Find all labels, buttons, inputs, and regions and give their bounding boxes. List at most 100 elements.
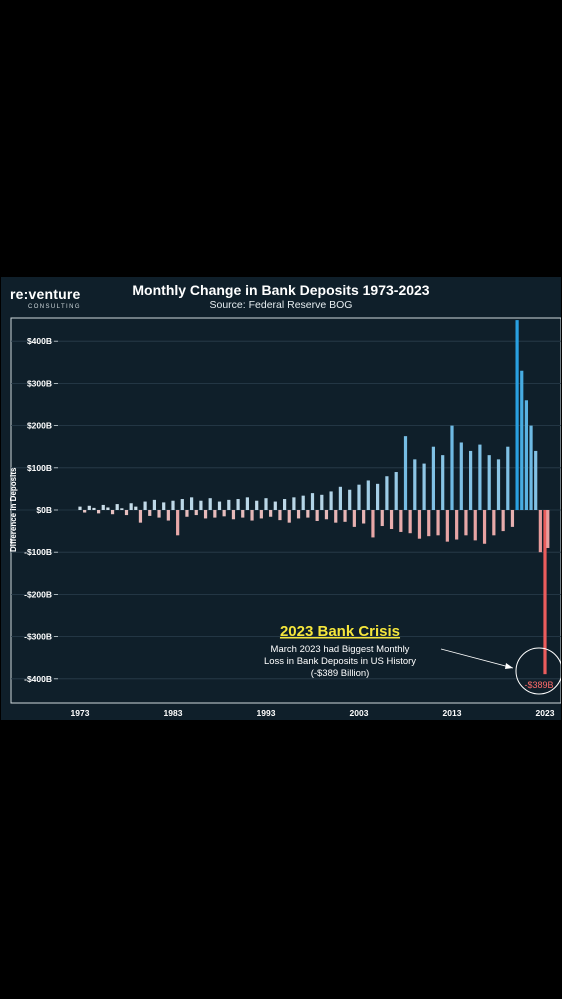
bar <box>250 510 254 521</box>
bar <box>329 491 333 510</box>
x-tick-label: 1973 <box>71 708 90 718</box>
bar <box>97 510 101 514</box>
x-tick-label: 2003 <box>350 708 369 718</box>
bars <box>78 320 550 675</box>
bar <box>334 510 338 523</box>
chart-card: re:venture CONSULTING Monthly Change in … <box>1 277 561 720</box>
y-tick-label: $0B <box>36 505 52 515</box>
y-tick-label: $400B <box>27 336 52 346</box>
bar <box>227 499 231 510</box>
bar <box>278 510 282 521</box>
bar <box>492 510 496 536</box>
bar <box>478 444 482 510</box>
bar <box>422 463 426 510</box>
bar <box>501 510 505 532</box>
bar <box>166 510 170 521</box>
bar <box>529 425 533 510</box>
chart-subtitle: Source: Federal Reserve BOG <box>209 299 353 311</box>
bar <box>487 455 491 510</box>
bar <box>269 510 273 517</box>
bar <box>296 510 301 519</box>
bar <box>124 510 129 516</box>
bar <box>236 499 240 510</box>
axes <box>10 317 561 704</box>
bar <box>129 503 133 510</box>
bar <box>515 320 519 510</box>
bar <box>185 510 189 517</box>
annotation-line-3: (-$389 Billion) <box>311 668 370 679</box>
bar <box>259 510 263 519</box>
bar <box>208 498 212 510</box>
bar <box>78 506 82 510</box>
bar <box>376 483 380 510</box>
bar <box>194 510 198 516</box>
bar <box>143 501 147 510</box>
bar <box>427 510 431 537</box>
bar <box>106 507 110 510</box>
bar <box>445 510 449 542</box>
bar <box>338 486 342 510</box>
bar <box>394 472 398 510</box>
bar <box>399 510 403 532</box>
bar <box>389 510 394 529</box>
bar <box>273 501 277 510</box>
bar <box>524 400 528 510</box>
chart-title: Monthly Change in Bank Deposits 1973-202… <box>132 282 430 298</box>
bar <box>255 500 259 510</box>
bar <box>348 489 352 510</box>
logo: re:venture CONSULTING <box>10 286 80 310</box>
bar <box>464 510 468 536</box>
bar <box>287 510 291 523</box>
bar <box>408 510 412 534</box>
bar <box>301 495 305 510</box>
y-tick-label: $200B <box>27 421 52 431</box>
bar <box>455 510 459 540</box>
annotation-line-2: Loss in Bank Deposits in US History <box>264 656 416 667</box>
bar <box>543 510 547 675</box>
bar <box>231 510 236 520</box>
chart-plot: $400B $300B $200B $100B $0B -$100B -$200B -$300… <box>9 317 561 718</box>
arrow-head-icon <box>505 663 513 669</box>
annotation: 2023 Bank Crisis March 2023 had Biggest … <box>264 623 561 695</box>
bar <box>217 501 222 510</box>
callout-circle <box>515 647 561 695</box>
bar <box>310 493 315 510</box>
bar <box>92 507 96 510</box>
bar <box>450 425 454 510</box>
bar <box>469 450 473 510</box>
bar <box>264 498 268 510</box>
bar <box>134 506 138 510</box>
chart-header: re:venture CONSULTING Monthly Change in … <box>1 277 561 317</box>
bar <box>120 508 124 510</box>
y-tick-label: -$100B <box>24 547 52 557</box>
bar <box>306 510 310 518</box>
bar <box>115 504 119 510</box>
y-axis-label: Difference in Deposits <box>9 467 18 552</box>
bar <box>199 500 203 510</box>
bar <box>380 510 384 527</box>
bar <box>83 510 87 513</box>
bar <box>413 459 417 510</box>
bar <box>520 370 524 510</box>
bar <box>324 510 329 520</box>
bar <box>292 497 296 510</box>
x-tick-label: 2013 <box>443 708 462 718</box>
bar <box>357 484 361 510</box>
bar <box>534 450 538 510</box>
y-tick-label: $100B <box>27 463 52 473</box>
x-tick-label: 2023 <box>536 708 555 718</box>
bar <box>441 455 445 510</box>
bar <box>506 446 510 510</box>
bar <box>371 510 375 538</box>
bar <box>171 500 175 510</box>
annotation-line-1: March 2023 had Biggest Monthly <box>271 644 410 655</box>
bar <box>180 499 184 510</box>
bar <box>496 459 501 510</box>
annotation-title: 2023 Bank Crisis <box>280 623 400 640</box>
bar <box>138 510 143 523</box>
bar <box>403 436 408 510</box>
bar <box>385 476 389 510</box>
bar <box>245 497 249 510</box>
bar <box>473 510 477 541</box>
callout-label: -$389B <box>524 680 553 690</box>
